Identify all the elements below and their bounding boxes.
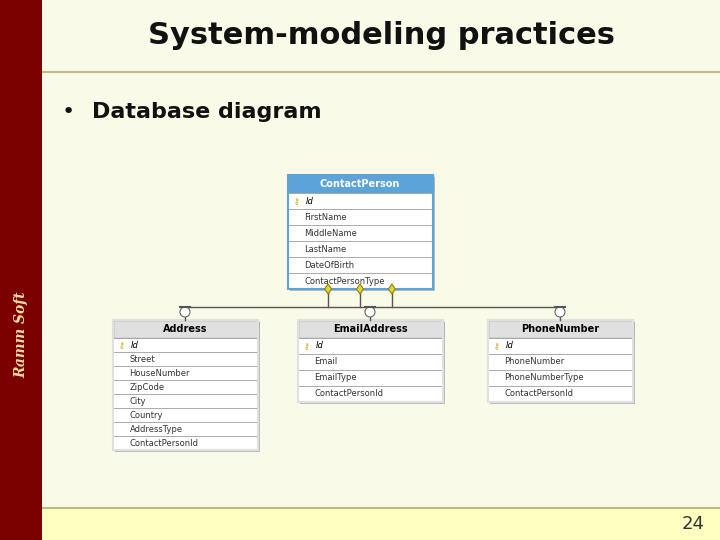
Bar (287, 175, 433, 193)
Text: Street: Street (130, 354, 155, 363)
Bar (112, 422, 258, 436)
Circle shape (555, 307, 565, 317)
Text: ContactPersonType: ContactPersonType (305, 276, 385, 286)
Bar (114, 322, 259, 452)
Text: Country: Country (130, 410, 163, 420)
Bar (0, 0, 42, 540)
Text: ContactPerson: ContactPerson (320, 179, 400, 189)
Text: System-modeling practices: System-modeling practices (148, 22, 614, 51)
Bar (487, 354, 632, 370)
Text: ContactPersonId: ContactPersonId (130, 438, 199, 448)
Bar (112, 338, 258, 352)
Text: ContactPersonId: ContactPersonId (505, 389, 574, 399)
Circle shape (180, 307, 190, 317)
Text: Database diagram: Database diagram (92, 102, 322, 122)
Bar (289, 177, 434, 291)
Text: City: City (130, 396, 146, 406)
Text: •: • (62, 102, 76, 122)
Text: ⚷: ⚷ (304, 341, 309, 350)
Text: Email: Email (315, 357, 338, 367)
Text: ⚷: ⚷ (294, 197, 299, 206)
Bar (287, 257, 433, 273)
Text: Id: Id (305, 197, 313, 206)
Bar (297, 354, 443, 370)
Bar (487, 338, 632, 354)
Bar (487, 386, 632, 402)
Bar (112, 394, 258, 408)
Bar (287, 209, 433, 225)
Text: PhoneNumber: PhoneNumber (521, 324, 599, 334)
Text: ZipCode: ZipCode (130, 382, 165, 392)
Bar (112, 366, 258, 380)
Bar (112, 320, 258, 338)
Text: ⚷: ⚷ (119, 341, 124, 349)
Text: EmailAddress: EmailAddress (333, 324, 408, 334)
Bar (297, 338, 443, 354)
Bar (112, 436, 258, 450)
Text: HouseNumber: HouseNumber (130, 368, 190, 377)
Bar (287, 241, 433, 257)
Bar (297, 320, 443, 338)
Bar (0, 508, 720, 540)
Text: Id: Id (505, 341, 513, 350)
Polygon shape (325, 284, 332, 294)
Circle shape (365, 307, 375, 317)
Bar (287, 175, 433, 289)
Text: Ramm Soft: Ramm Soft (14, 292, 28, 378)
Polygon shape (388, 284, 395, 294)
Bar (42, 0, 720, 72)
Bar (112, 320, 258, 450)
Text: AddressType: AddressType (130, 424, 183, 434)
Bar (287, 193, 433, 209)
Bar (487, 320, 632, 338)
Bar (490, 322, 634, 404)
Text: ⚷: ⚷ (493, 341, 499, 350)
Bar (297, 386, 443, 402)
Bar (487, 320, 632, 402)
Text: LastName: LastName (305, 245, 347, 253)
Text: PhoneNumberType: PhoneNumberType (505, 374, 584, 382)
Text: PhoneNumber: PhoneNumber (505, 357, 564, 367)
Bar (297, 320, 443, 402)
Text: DateOfBirth: DateOfBirth (305, 260, 355, 269)
Text: ContactPersonId: ContactPersonId (315, 389, 384, 399)
Polygon shape (356, 284, 364, 294)
Bar (287, 225, 433, 241)
Text: FirstName: FirstName (305, 213, 347, 221)
Bar (112, 352, 258, 366)
Bar (300, 322, 444, 404)
Text: 24: 24 (682, 515, 705, 533)
Text: Id: Id (315, 341, 323, 350)
Text: MiddleName: MiddleName (305, 228, 357, 238)
Bar (112, 380, 258, 394)
Text: EmailType: EmailType (315, 374, 357, 382)
Bar (287, 273, 433, 289)
Text: Address: Address (163, 324, 207, 334)
Bar (487, 370, 632, 386)
Bar (297, 370, 443, 386)
Bar (112, 408, 258, 422)
Text: Id: Id (130, 341, 138, 349)
